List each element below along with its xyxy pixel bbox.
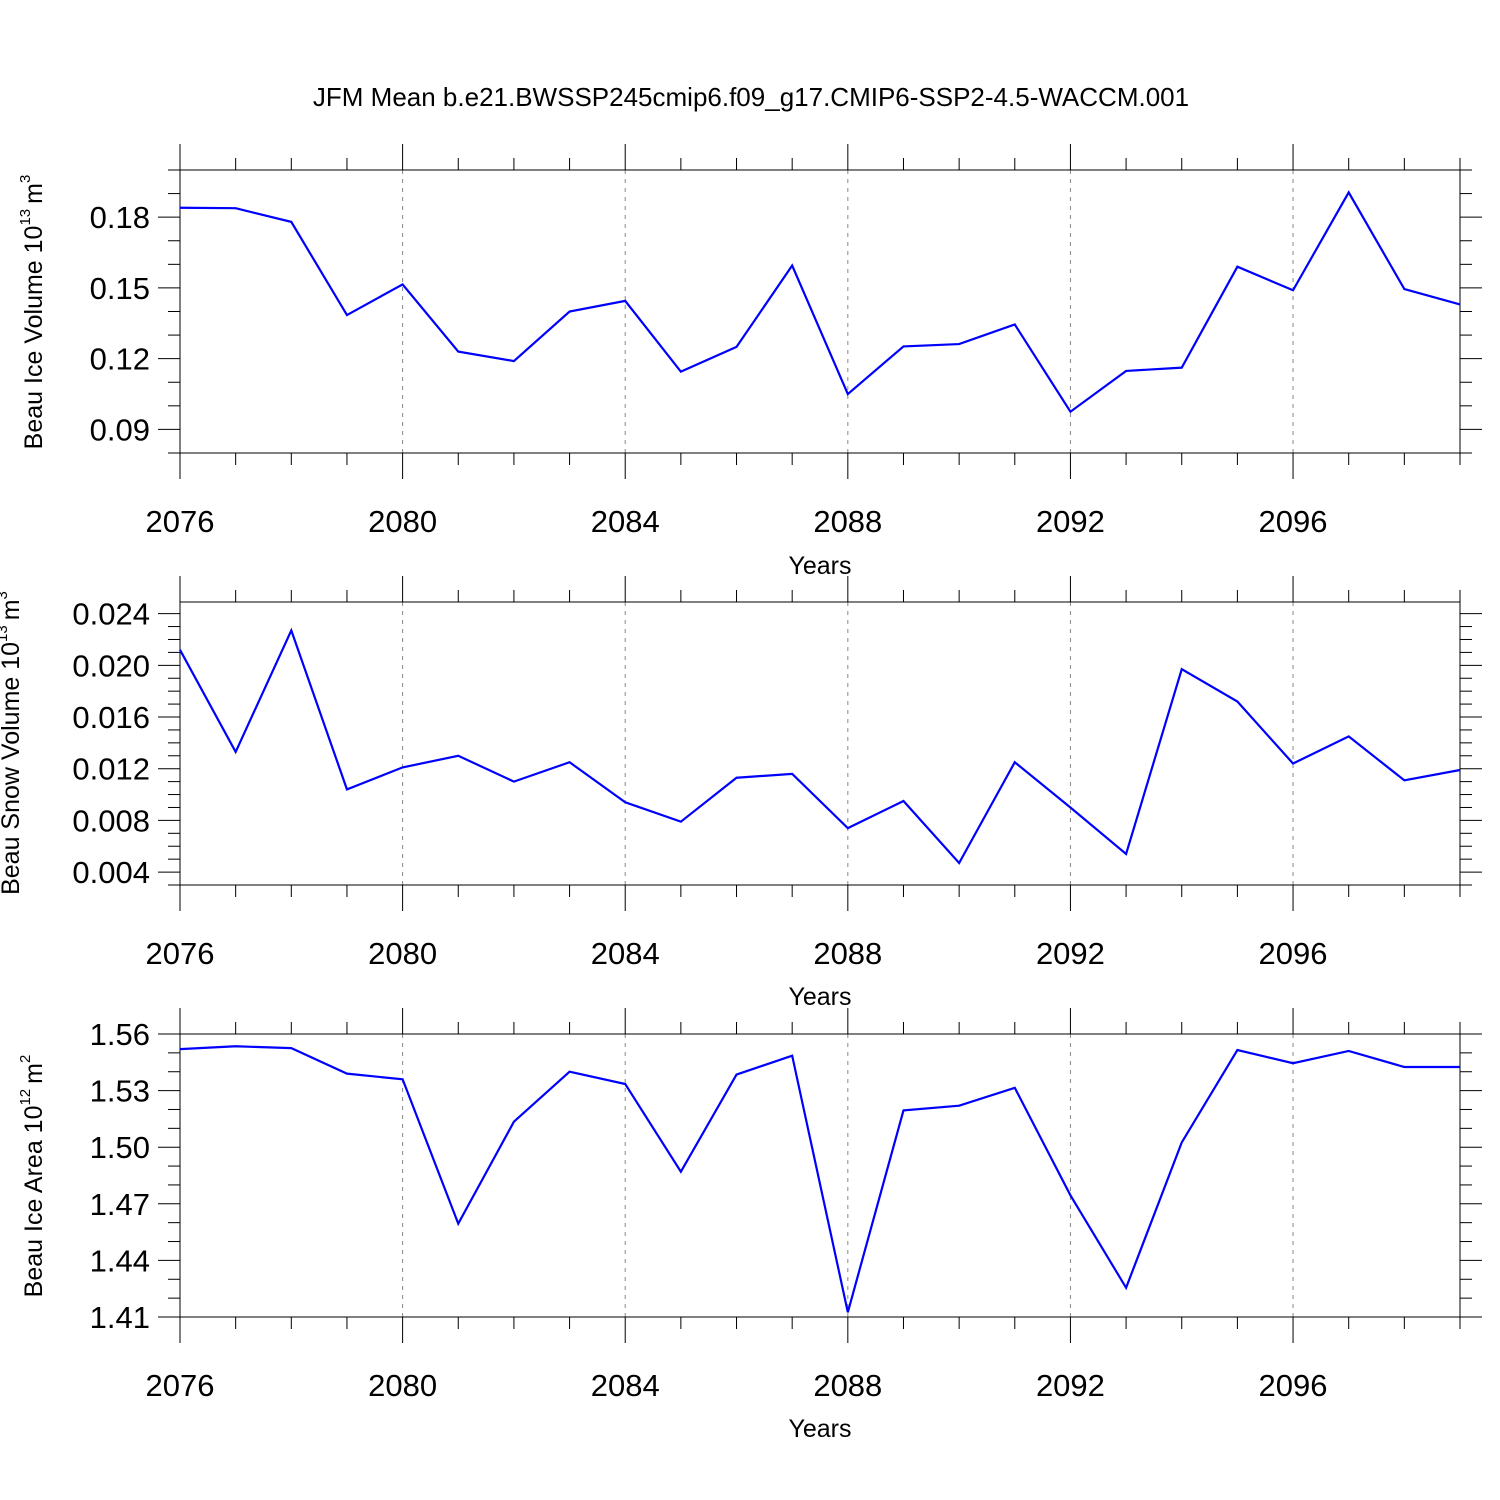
series-line: [179, 627, 1461, 865]
x-tick-label: 2084: [591, 936, 660, 971]
x-tick-label: 2096: [1259, 936, 1328, 971]
y-axis-title-unit: m: [0, 599, 25, 620]
x-tick-label: 2092: [1036, 936, 1105, 971]
y-axis-title-exponent: 13: [0, 625, 11, 642]
y-tick-label: 0.18: [90, 200, 150, 235]
y-axis-title-text: Beau Snow Volume 10: [0, 642, 25, 895]
x-tick-label: 2092: [1036, 1368, 1105, 1403]
x-tick-label: 2088: [813, 936, 882, 971]
y-tick-label: 1.41: [90, 1300, 150, 1335]
plot-frame: [179, 169, 1461, 454]
y-axis-title-text: Beau Ice Volume 10: [20, 226, 48, 450]
x-axis-title: Years: [788, 552, 851, 580]
x-tick-label: 2096: [1259, 1368, 1328, 1403]
y-axis-title-exponent: 13: [17, 209, 34, 226]
y-tick-label: 0.012: [72, 752, 150, 787]
y-tick-label: 0.008: [72, 803, 150, 838]
y-tick-label: 0.15: [90, 271, 150, 306]
chart-title: JFM Mean b.e21.BWSSP245cmip6.f09_g17.CMI…: [313, 82, 1189, 112]
x-tick-label: 2080: [368, 504, 437, 539]
x-tick-label: 2080: [368, 1368, 437, 1403]
y-axis-title-exponent: 12: [17, 1089, 34, 1106]
y-axis-title-unit-exponent: 3: [17, 175, 34, 183]
y-axis-title: Beau Ice Volume 1013 m3: [17, 175, 48, 450]
x-tick-label: 2076: [146, 504, 215, 539]
y-tick-label: 0.016: [72, 700, 150, 735]
x-axis-title: Years: [788, 1415, 851, 1443]
x-tick-label: 2076: [146, 1368, 215, 1403]
series-line: [179, 1045, 1460, 1313]
y-tick-label: 1.56: [90, 1017, 150, 1052]
x-tick-label: 2084: [591, 1368, 660, 1403]
y-tick-label: 0.004: [72, 855, 150, 890]
y-tick-label: 0.024: [72, 597, 150, 632]
y-tick-label: 0.020: [72, 648, 150, 683]
x-tick-label: 2080: [368, 936, 437, 971]
panel-ice-area: 1.41 1.44 1.47 1.50 1.53 1.56 2076 2080 2084 2088…: [17, 1008, 1482, 1443]
panel-ice-volume: 0.09 0.12 0.15 0.18 2076 2080 2084 2088 2092 2096…: [17, 144, 1482, 580]
series-line: [179, 190, 1461, 414]
y-tick-label: 1.44: [90, 1243, 150, 1278]
y-axis-title: Beau Ice Area 1012 m2: [17, 1055, 48, 1298]
plot-frame: [179, 1033, 1461, 1318]
y-tick-label: 0.09: [90, 412, 150, 447]
y-axis-title-unit-exponent: 3: [0, 591, 11, 599]
x-tick-label: 2088: [813, 1368, 882, 1403]
y-axis-title-unit: m: [20, 183, 48, 204]
x-tick-label: 2096: [1259, 504, 1328, 539]
y-tick-label: 1.50: [90, 1130, 150, 1165]
x-axis-title: Years: [788, 983, 851, 1011]
y-axis-title: Beau Snow Volume 1013 m3: [0, 591, 25, 895]
x-tick-label: 2092: [1036, 504, 1105, 539]
x-tick-label: 2076: [146, 936, 215, 971]
y-axis-title-text: Beau Ice Area 10: [20, 1106, 48, 1298]
y-tick-label: 0.12: [90, 342, 150, 377]
y-tick-label: 1.53: [90, 1074, 150, 1109]
y-axis-title-unit-exponent: 2: [17, 1055, 34, 1063]
y-tick-label: 1.47: [90, 1187, 150, 1222]
panel-snow-volume: 0.004 0.008 0.012 0.016 0.020 0.024 2076 2080 20…: [0, 576, 1482, 1011]
x-tick-label: 2084: [591, 504, 660, 539]
plot-frame: [179, 601, 1461, 886]
x-tick-label: 2088: [813, 504, 882, 539]
y-axis-title-unit: m: [20, 1063, 48, 1084]
